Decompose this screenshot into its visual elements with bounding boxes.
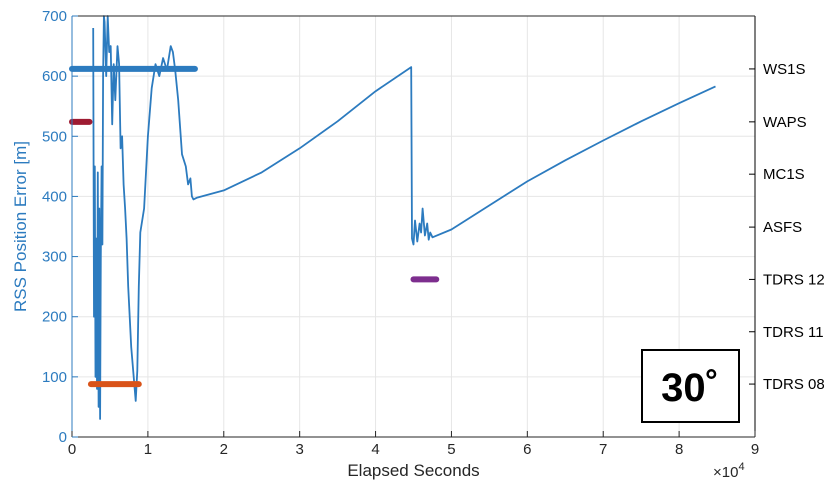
x-tick-label: 2 — [220, 441, 228, 458]
badge-text: 30˚ — [661, 366, 719, 410]
elevation-angle-badge: 30˚ — [641, 349, 740, 423]
axes — [71, 15, 756, 438]
right-tick-label: TDRS 11 — [763, 324, 824, 341]
y-tick-label: 0 — [59, 429, 67, 446]
right-tick-label: ASFS — [763, 219, 802, 236]
x-tick-label: 3 — [295, 441, 303, 458]
y-tick-label: 200 — [42, 309, 67, 326]
x-tick-label: 1 — [144, 441, 152, 458]
y-tick-label: 700 — [42, 8, 67, 25]
y-axis-label: RSS Position Error [m] — [11, 141, 30, 312]
right-tick-label: TDRS 12 — [763, 271, 825, 288]
x-tick-label: 6 — [523, 441, 531, 458]
right-tick-labels: WS1S WAPS MC1S ASFS TDRS 12 TDRS 11 TDRS 08 — [749, 61, 825, 393]
y-tick-label: 100 — [42, 369, 67, 386]
x-multiplier-base: ×10 — [713, 464, 738, 481]
right-tick-label: TDRS 08 — [763, 376, 825, 393]
x-tick-labels: 0 1 2 3 4 5 6 7 8 9 — [68, 431, 759, 458]
x-axis-label: Elapsed Seconds — [347, 461, 479, 480]
right-tick-label: WAPS — [763, 114, 807, 131]
x-multiplier-exponent: 4 — [738, 461, 744, 473]
series-layer — [92, 15, 716, 420]
badge-box — [641, 349, 740, 423]
x-tick-label: 9 — [751, 441, 759, 458]
x-tick-label: 7 — [599, 441, 607, 458]
x-multiplier-label: ×104 — [713, 461, 745, 481]
rss-error-line — [92, 15, 716, 420]
x-tick-label: 8 — [675, 441, 683, 458]
x-tick-label: 4 — [371, 441, 379, 458]
y-tick-label: 300 — [42, 249, 67, 266]
y-tick-label: 500 — [42, 128, 67, 145]
y-tick-label: 600 — [42, 68, 67, 85]
right-tick-label: WS1S — [763, 61, 806, 78]
y-tick-label: 400 — [42, 188, 67, 205]
x-tick-label: 0 — [68, 441, 76, 458]
right-tick-label: MC1S — [763, 166, 805, 183]
y-tick-labels: 0 100 200 300 400 500 600 700 — [42, 8, 78, 446]
x-tick-label: 5 — [447, 441, 455, 458]
interval-bars — [69, 65, 440, 388]
